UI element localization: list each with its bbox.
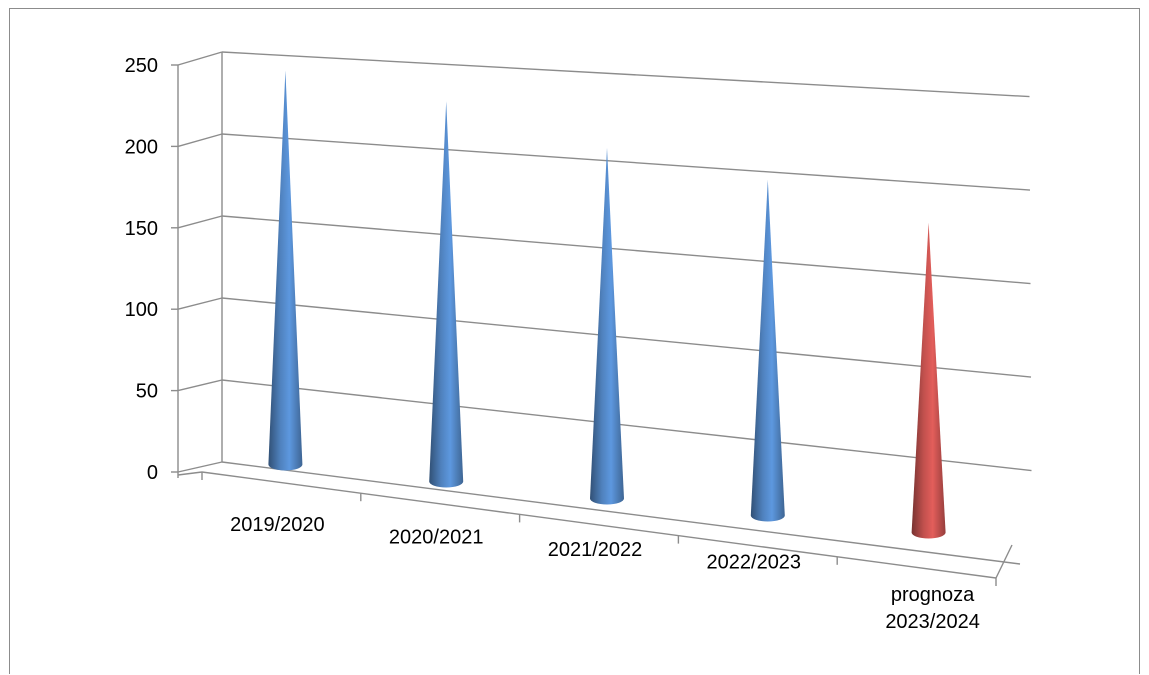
y-tick-label-250: 250 xyxy=(125,55,158,77)
x-tick-label-4: prognoza 2023/2024 xyxy=(885,584,980,633)
x-tick-label-0: 2019/2020 xyxy=(230,514,325,536)
cone-2021-2022 xyxy=(590,147,624,505)
x-axis-line xyxy=(201,471,997,579)
y-tick-label-0: 0 xyxy=(147,462,158,484)
wall-connector-0 xyxy=(177,461,223,473)
gridline-100 xyxy=(221,297,1032,378)
wall-connector-100 xyxy=(177,297,223,310)
wall-connector-200 xyxy=(177,133,223,148)
wall-connector-150 xyxy=(177,215,223,229)
gridline-200 xyxy=(221,133,1031,191)
axes xyxy=(171,51,1013,586)
gridline-50 xyxy=(221,379,1032,472)
y-tick-label-200: 200 xyxy=(125,136,158,158)
y-tick-label-100: 100 xyxy=(125,299,158,321)
floor-left-edge xyxy=(177,471,203,476)
y-tick-label-50: 50 xyxy=(136,381,158,403)
gridline-250 xyxy=(221,51,1030,98)
x-tick-label-2: 2021/2022 xyxy=(548,539,643,561)
cones xyxy=(268,70,946,539)
cone-2022-2023 xyxy=(750,179,785,522)
cone-2019-2020 xyxy=(268,70,303,471)
cone-prognoza-2023-2024 xyxy=(911,222,946,539)
floor-right-edge xyxy=(995,544,1013,579)
cone-2020-2021 xyxy=(429,101,464,488)
chart-frame xyxy=(9,8,1140,674)
y-tick-label-150: 150 xyxy=(125,218,158,240)
wall-connector-50 xyxy=(177,379,223,392)
wall-connector-250 xyxy=(177,51,223,66)
x-tick-label-3: 2022/2023 xyxy=(707,551,802,573)
gridline-150 xyxy=(221,215,1031,285)
gridline-0 xyxy=(221,461,1021,565)
gridlines xyxy=(221,51,1032,565)
labels: 0 50 100 150 200 250 2019/2020 2020/2021 2021/20… xyxy=(125,55,980,633)
x-tick-label-1: 2020/2021 xyxy=(389,527,484,549)
